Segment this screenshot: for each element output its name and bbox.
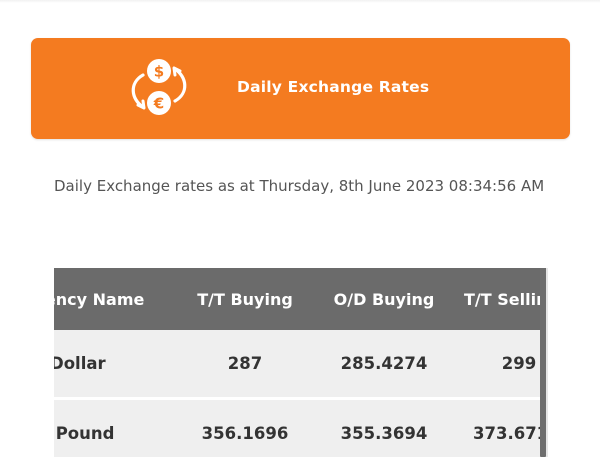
- table-row: US Dollar 287 285.4274 299: [54, 330, 546, 397]
- od-buying-cell: 285.4274: [340, 354, 428, 373]
- scrollbar-track[interactable]: [546, 268, 548, 457]
- table-header-row: Currency Name T/T Buying O/D Buying T/T …: [54, 268, 546, 330]
- tt-buying-cell: 287: [227, 354, 263, 373]
- currency-name-cell: US Dollar: [54, 354, 106, 373]
- exchange-rates-table[interactable]: Currency Name T/T Buying O/D Buying T/T …: [54, 268, 546, 457]
- header-currency-name: Currency Name: [54, 290, 145, 309]
- top-divider: [0, 0, 600, 3]
- rates-timestamp-text: Daily Exchange rates as at Thursday, 8th…: [54, 177, 545, 195]
- header-od-buying: O/D Buying: [333, 290, 435, 309]
- exchange-rates-banner[interactable]: $ € Daily Exchange Rates: [31, 38, 570, 139]
- svg-text:€: €: [153, 95, 164, 113]
- od-buying-cell: 355.3694: [340, 424, 428, 443]
- currency-name-cell: Sterling Pound: [54, 424, 115, 443]
- vertical-scrollbar[interactable]: [540, 268, 546, 457]
- table-row: Sterling Pound 356.1696 355.3694 373.671…: [54, 400, 546, 457]
- header-tt-buying: T/T Buying: [197, 290, 293, 309]
- tt-selling-cell: 373.6715: [473, 424, 546, 443]
- banner-title: Daily Exchange Rates: [237, 78, 430, 96]
- tt-buying-cell: 356.1696: [201, 424, 289, 443]
- currency-exchange-icon: $ €: [131, 59, 187, 115]
- svg-text:$: $: [154, 63, 164, 81]
- tt-selling-cell: 299: [501, 354, 537, 373]
- header-tt-selling: T/T Selling: [464, 290, 546, 309]
